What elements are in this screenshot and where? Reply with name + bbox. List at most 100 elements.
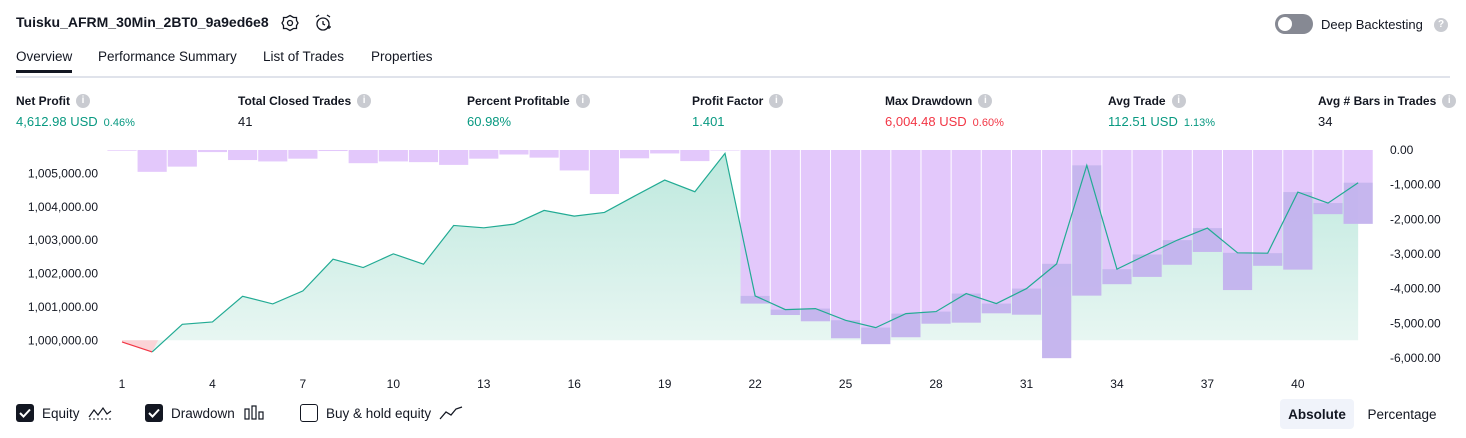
x-tick-label: 19 [658, 377, 672, 391]
equity-checkbox[interactable] [16, 404, 34, 422]
stat-value: 1.401 [692, 114, 725, 129]
drawdown-bar [348, 150, 378, 164]
drawdown-checkbox[interactable] [145, 404, 163, 422]
stat-percent: 0.60% [972, 117, 1004, 129]
drawdown-bar [680, 150, 710, 162]
y-left-tick-label: 1,004,000.00 [28, 200, 98, 214]
tab-bar: Overview Performance Summary List of Tra… [16, 46, 1450, 78]
stat-value: 41 [238, 114, 253, 129]
drawdown-bar [258, 150, 288, 162]
x-tick-label: 1 [119, 377, 126, 391]
y-right-tick-label: -2,000.00 [1390, 212, 1441, 226]
equity-line [151, 151, 1359, 353]
info-icon[interactable]: i [357, 94, 372, 108]
drawdown-bar [1132, 150, 1162, 277]
info-icon[interactable]: i [76, 94, 90, 108]
x-tick-label: 25 [839, 377, 853, 391]
legend-equity[interactable]: Equity [16, 404, 112, 422]
drawdown-overlap [800, 308, 831, 322]
tab-properties[interactable]: Properties [371, 49, 433, 64]
y-right-tick-label: -3,000.00 [1390, 247, 1441, 261]
drawdown-overlap [1011, 288, 1042, 315]
drawdown-overlap [1222, 252, 1253, 291]
equity-label: Equity [42, 405, 80, 421]
drawdown-overlap [1253, 253, 1283, 266]
drawdown-overlap [1042, 263, 1072, 359]
y-right-tick-label: -6,000.00 [1390, 351, 1441, 365]
help-icon[interactable]: ? [1434, 18, 1448, 32]
stat-label: Profit Factor [692, 94, 764, 108]
drawdown-bar [981, 150, 1011, 314]
drawdown-overlap [981, 303, 1011, 314]
stat-value: 4,612.98 USD [16, 114, 98, 129]
stat-percent: 1.13% [1183, 117, 1216, 129]
y-right-tick-label: 0.00 [1390, 143, 1414, 157]
y-left-tick-label: 1,002,000.00 [28, 267, 98, 281]
deep-backtesting-label: Deep Backtesting [1321, 17, 1423, 32]
equity-negative-area [122, 340, 159, 352]
drawdown-label: Drawdown [171, 405, 235, 421]
stat-label: Avg # Bars in Trades [1318, 94, 1437, 108]
info-icon[interactable]: i [1442, 94, 1457, 108]
drawdown-bar [1283, 150, 1313, 270]
drawdown-overlap [1132, 254, 1162, 277]
legend-drawdown[interactable]: Drawdown [145, 404, 265, 422]
drawdown-bar [800, 150, 831, 322]
settings-icon[interactable] [280, 13, 300, 33]
stat-percent: 0.46% [103, 117, 135, 129]
drawdown-bars-icon [244, 405, 264, 420]
tab-list-of-trades[interactable]: List of Trades [263, 49, 345, 64]
stat-label: Avg Trade [1108, 94, 1166, 108]
add-alert-icon[interactable] [313, 13, 333, 33]
deep-backtesting-toggle[interactable] [1275, 14, 1313, 34]
drawdown-bar [197, 150, 228, 153]
percentage-button[interactable]: Percentage [1367, 406, 1437, 422]
x-tick-label: 28 [929, 377, 943, 391]
x-tick-label: 31 [1020, 377, 1034, 391]
drawdown-bar [469, 150, 499, 159]
drawdown-overlap [921, 311, 951, 324]
drawdown-bar [228, 150, 258, 161]
drawdown-bar [408, 150, 439, 163]
drawdown-bar [1162, 150, 1192, 265]
tab-overview[interactable]: Overview [16, 49, 73, 73]
stat-total-closed-trades: Total Closed Trades i 41 [238, 94, 372, 129]
drawdown-overlap [891, 313, 921, 338]
drawdown-bar [1011, 150, 1042, 315]
stat-percent-profitable: Percent Profitable i 60.98% [467, 94, 590, 129]
drawdown-bar [499, 150, 529, 155]
drawdown-bar [167, 150, 197, 167]
drawdown-bar [861, 150, 891, 345]
tab-performance-summary[interactable]: Performance Summary [98, 49, 237, 64]
info-icon[interactable]: i [575, 94, 590, 108]
absolute-button[interactable]: Absolute [1280, 399, 1354, 429]
stat-net-profit: Net Profit i 4,612.98 USD 0.46% [16, 94, 135, 129]
legend-buy-hold[interactable]: Buy & hold equity [300, 404, 463, 422]
drawdown-bar [1343, 150, 1373, 224]
drawdown-bar [1042, 150, 1072, 359]
stat-avg-trade: Avg Trade i 112.51 USD 1.13% [1108, 94, 1215, 129]
equity-drawdown-chart: 1,000,000.00 1,001,000.00 1,002,000.00 1,00… [28, 143, 1441, 391]
stat-value: 34 [1318, 114, 1333, 129]
buy-hold-checkbox[interactable] [300, 404, 318, 422]
info-icon[interactable]: i [978, 94, 993, 108]
y-left-tick-label: 1,003,000.00 [28, 233, 98, 247]
drawdown-overlap [951, 293, 981, 323]
drawdown-overlap [1162, 240, 1192, 265]
drawdown-bar [921, 150, 951, 324]
info-icon[interactable]: i [769, 94, 784, 108]
drawdown-bar [770, 150, 800, 316]
x-tick-label: 10 [387, 377, 401, 391]
buy-hold-line-icon [439, 406, 463, 420]
equity-line-negative [121, 341, 153, 353]
drawdown-overlap [831, 320, 861, 339]
drawdown-bar [740, 150, 770, 304]
info-icon[interactable]: i [1171, 94, 1186, 108]
y-right-tick-label: -1,000.00 [1390, 178, 1441, 192]
drawdown-bar [559, 150, 589, 171]
drawdown-bar [378, 150, 408, 162]
drawdown-bar [650, 150, 680, 154]
buy-hold-label: Buy & hold equity [326, 405, 432, 421]
drawdown-overlap [770, 309, 800, 316]
drawdown-bar [891, 150, 921, 338]
